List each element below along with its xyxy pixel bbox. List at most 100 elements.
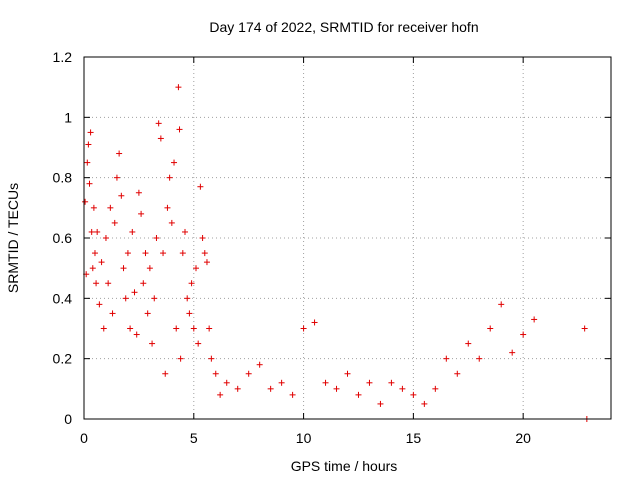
data-point (465, 340, 472, 347)
data-point (192, 265, 199, 272)
y-tick-label: 0 (64, 411, 72, 427)
data-point (175, 84, 182, 91)
data-point (153, 235, 160, 241)
data-point (355, 391, 362, 398)
data-point (223, 379, 230, 386)
data-point (111, 219, 118, 226)
data-point (278, 379, 285, 386)
data-point (122, 295, 129, 302)
data-point (245, 370, 252, 377)
data-point (155, 120, 162, 127)
data-points (82, 84, 590, 422)
data-point (166, 174, 173, 181)
data-point (142, 250, 149, 257)
data-point (107, 204, 114, 211)
data-point (144, 310, 151, 317)
data-point (531, 316, 538, 323)
data-point (157, 135, 164, 142)
data-point (164, 204, 171, 211)
grid-lines (84, 57, 611, 419)
data-point (105, 280, 112, 287)
x-tick-label: 10 (296, 430, 312, 446)
y-axis-ticks: 0 0.2 0.4 0.6 0.8 1 1.2 (53, 49, 611, 427)
plot-frame (83, 56, 612, 420)
data-point (179, 250, 186, 257)
data-point (289, 391, 296, 398)
data-point (300, 325, 307, 332)
data-point (201, 250, 208, 257)
data-point (100, 325, 107, 332)
y-tick-label: 1 (64, 109, 72, 125)
data-point (177, 355, 184, 362)
data-point (199, 235, 206, 241)
x-axis-ticks: 0 5 10 15 20 (80, 57, 531, 446)
data-point (399, 385, 406, 392)
x-tick-label: 15 (406, 430, 422, 446)
data-point (197, 183, 204, 190)
data-point (184, 295, 191, 302)
data-point (140, 280, 147, 287)
data-point (129, 228, 136, 235)
data-point (96, 301, 103, 308)
data-point (84, 159, 91, 166)
y-tick-label: 0.6 (53, 230, 73, 246)
data-point (212, 370, 219, 377)
data-point (322, 379, 329, 386)
data-point (188, 280, 195, 287)
chart-title: Day 174 of 2022, SRMTID for receiver hof… (209, 19, 478, 35)
data-point (234, 385, 241, 392)
data-point (138, 210, 145, 217)
data-point (498, 301, 505, 308)
x-tick-label: 0 (80, 430, 88, 446)
data-point (476, 355, 483, 362)
data-point (118, 192, 125, 199)
data-point (87, 129, 94, 136)
data-point (93, 280, 100, 287)
data-point (190, 325, 197, 332)
data-point (168, 219, 175, 226)
data-point (176, 126, 183, 133)
data-point (173, 325, 180, 332)
data-point (421, 400, 428, 407)
data-point (208, 355, 215, 362)
data-point (151, 295, 158, 302)
data-point (149, 340, 156, 347)
data-point (410, 391, 417, 398)
data-point (256, 361, 263, 368)
data-point (487, 325, 494, 332)
data-point (102, 235, 109, 241)
data-point (311, 319, 318, 326)
y-axis-title: SRMTID / TECUs (5, 183, 21, 293)
data-point (217, 391, 224, 398)
data-point (89, 265, 96, 272)
data-point (186, 310, 193, 317)
data-point (146, 265, 153, 272)
data-point (135, 189, 142, 196)
y-tick-label: 0.2 (53, 351, 73, 367)
data-point (195, 340, 202, 347)
y-tick-label: 0.8 (53, 170, 73, 186)
data-point (88, 228, 95, 235)
data-point (206, 325, 213, 332)
data-point (267, 385, 274, 392)
data-point (91, 250, 98, 257)
data-point (94, 228, 101, 235)
data-point (432, 385, 439, 392)
data-point (203, 259, 210, 266)
data-point (182, 228, 189, 235)
data-point (520, 331, 527, 338)
x-axis-title: GPS time / hours (291, 458, 398, 474)
data-point (171, 159, 178, 166)
data-point (509, 349, 516, 356)
data-point (116, 150, 123, 157)
data-point (124, 250, 131, 257)
x-tick-label: 20 (515, 430, 531, 446)
y-tick-label: 1.2 (53, 49, 73, 65)
data-point (581, 325, 588, 332)
y-tick-label: 0.4 (53, 290, 73, 306)
x-tick-label: 5 (190, 430, 198, 446)
data-point (85, 141, 92, 148)
data-point (377, 400, 384, 407)
data-point (133, 331, 140, 338)
